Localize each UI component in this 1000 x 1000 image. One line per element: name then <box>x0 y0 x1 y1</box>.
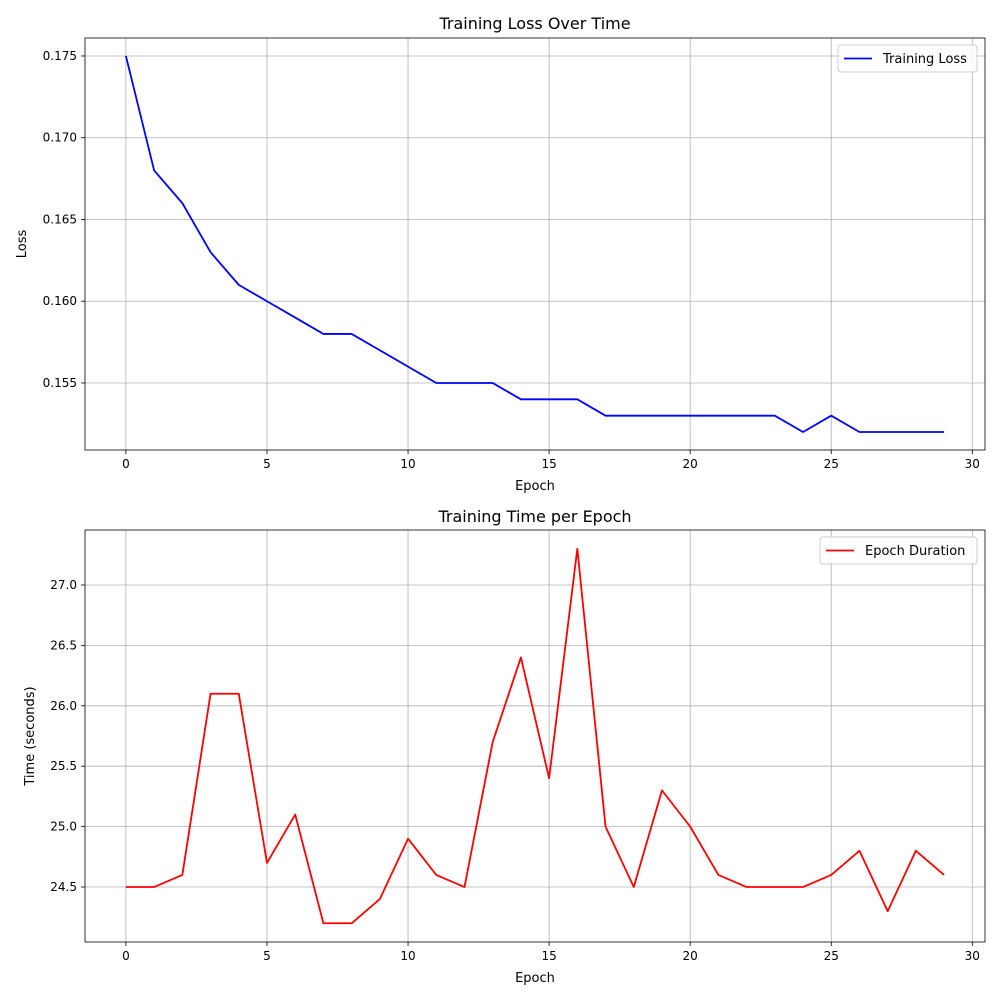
y-tick-label: 0.155 <box>43 376 77 390</box>
x-tick-label: 10 <box>400 457 415 471</box>
x-tick-label: 0 <box>122 457 130 471</box>
y-axis-label: Loss <box>15 230 30 259</box>
legend-label: Training Loss <box>882 52 967 67</box>
chart-title: Training Loss Over Time <box>438 14 630 33</box>
y-tick-label: 25.5 <box>50 759 77 773</box>
y-axis-label: Time (seconds) <box>23 686 38 786</box>
x-tick-label: 25 <box>824 949 839 963</box>
plot-frame <box>84 37 986 451</box>
x-tick-label: 25 <box>824 457 839 471</box>
legend-box <box>837 44 978 73</box>
x-tick-label: 15 <box>541 457 556 471</box>
legend-label: Epoch Duration <box>865 544 965 559</box>
chart-panel-1: 0 5 10 15 20 25 30 0.155 0.160 0.165 0.170 0.175 Tra… <box>15 14 986 494</box>
x-axis-label: Epoch <box>515 971 555 986</box>
x-tick-label: 5 <box>263 949 271 963</box>
x-tick-label: 15 <box>541 949 556 963</box>
series-line-1 <box>125 55 945 433</box>
y-tick-label: 0.175 <box>43 49 77 63</box>
x-tick-label: 5 <box>263 457 271 471</box>
x-tick-label: 10 <box>400 949 415 963</box>
y-tick-label: 27.0 <box>50 578 77 592</box>
chart-panel-2: 0 5 10 15 20 25 30 24.5 25.0 25.5 26.0 26.5 27.0 Trai… <box>23 507 986 986</box>
series-line-1 <box>125 547 945 925</box>
plot-frame <box>84 529 986 943</box>
x-tick-label: 30 <box>965 457 980 471</box>
y-tick-label: 0.160 <box>43 294 77 308</box>
x-tick-label: 20 <box>683 949 698 963</box>
y-tick-label: 24.5 <box>50 880 77 894</box>
y-tick-label: 0.165 <box>43 212 77 226</box>
x-tick-label: 20 <box>683 457 698 471</box>
legend: Epoch Duration <box>819 536 978 565</box>
x-axis-label: Epoch <box>515 479 555 494</box>
chart-title: Training Time per Epoch <box>437 507 631 526</box>
y-tick-label: 26.5 <box>50 638 77 652</box>
x-tick-label: 0 <box>122 949 130 963</box>
legend-box <box>819 536 978 565</box>
y-tick-label: 25.0 <box>50 820 77 834</box>
x-tick-label: 30 <box>965 949 980 963</box>
legend: Training Loss <box>837 44 978 73</box>
y-tick-label: 26.0 <box>50 699 77 713</box>
y-tick-label: 0.170 <box>43 131 77 145</box>
